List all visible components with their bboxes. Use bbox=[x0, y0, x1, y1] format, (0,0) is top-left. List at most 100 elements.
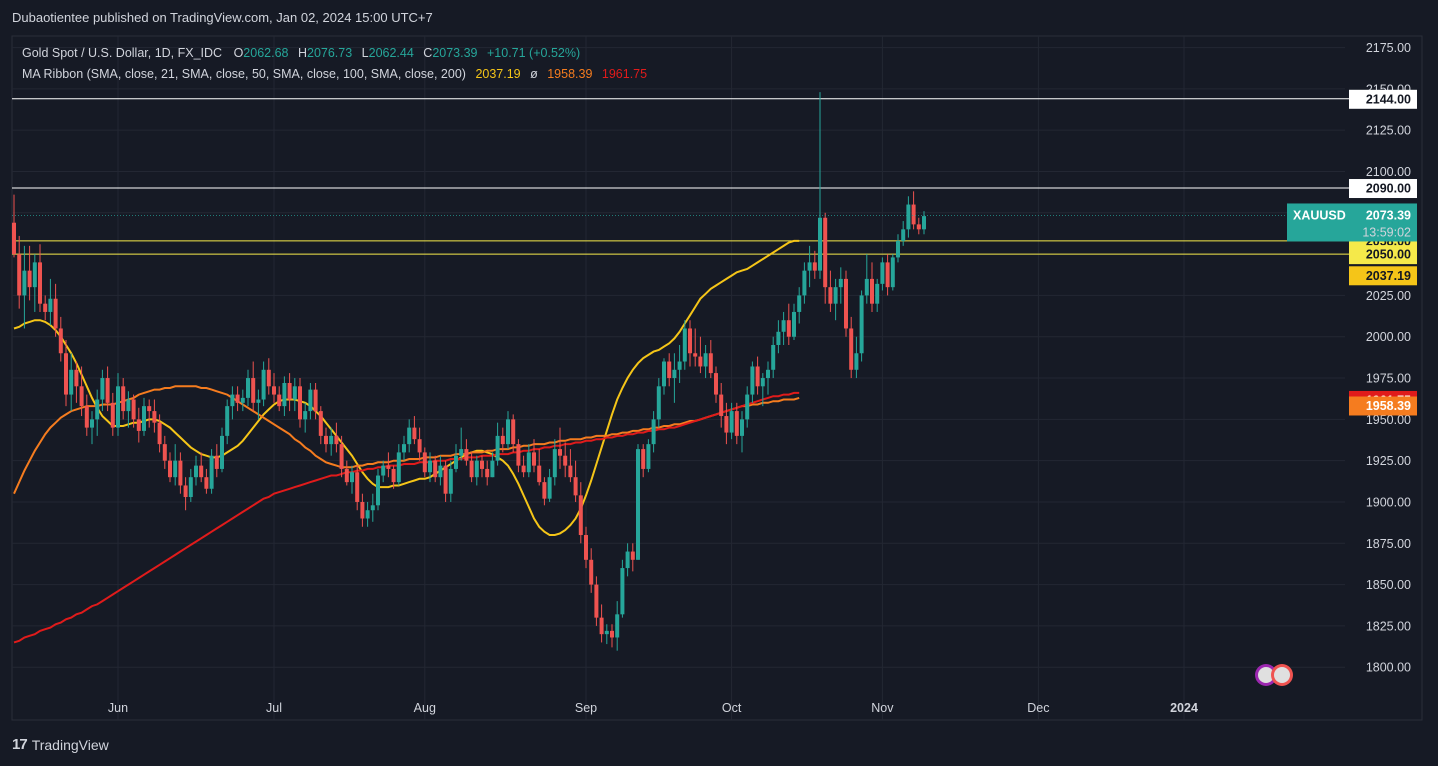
candle-body bbox=[662, 361, 666, 387]
ma200-value: 1961.75 bbox=[601, 67, 648, 81]
change-value: +10.71 (+0.52%) bbox=[487, 46, 581, 60]
ma-tag-ma100: 1958.39 bbox=[1366, 399, 1411, 413]
candle-body bbox=[69, 369, 74, 395]
low-value: 2062.44 bbox=[368, 46, 414, 60]
candle-body bbox=[131, 399, 136, 420]
candle-body bbox=[568, 465, 573, 478]
candle-body bbox=[838, 278, 843, 288]
candle-body bbox=[464, 449, 469, 461]
candle-body bbox=[84, 406, 89, 428]
candle-body bbox=[168, 460, 172, 478]
ma-tag-ma100-bg bbox=[1349, 396, 1417, 416]
candle-body bbox=[22, 270, 27, 296]
candle-body bbox=[880, 262, 885, 284]
candle-body bbox=[875, 283, 880, 304]
candle-body bbox=[703, 353, 708, 367]
candle-body bbox=[136, 419, 141, 431]
candle-body bbox=[126, 399, 131, 412]
candle-body bbox=[225, 406, 230, 436]
candle-body bbox=[828, 287, 833, 304]
series-line-ma100 bbox=[13, 385, 800, 495]
candle-body bbox=[469, 460, 474, 478]
event-flag-icon-inner bbox=[1274, 667, 1290, 683]
current-price-bg bbox=[1287, 203, 1417, 242]
candle-body bbox=[890, 257, 895, 288]
candle-body bbox=[194, 465, 198, 478]
candle-body bbox=[417, 439, 422, 453]
y-tick-label: 1975.00 bbox=[1366, 372, 1411, 386]
candle-body bbox=[386, 465, 391, 469]
candle-body bbox=[641, 449, 646, 469]
candle-body bbox=[38, 262, 42, 304]
candle-body bbox=[58, 328, 63, 354]
candle-body bbox=[693, 353, 698, 357]
candle-body bbox=[121, 386, 126, 412]
candle-body bbox=[740, 419, 744, 436]
candle-body bbox=[719, 394, 724, 417]
level-tag-bg bbox=[1349, 245, 1417, 265]
x-tick-label: Oct bbox=[722, 701, 742, 715]
candle-body bbox=[474, 460, 479, 478]
candle-body bbox=[542, 482, 547, 499]
current-price-label: 2073.39 bbox=[1366, 208, 1411, 222]
high-label: H bbox=[297, 46, 307, 60]
instrument-name: Gold Spot / U.S. Dollar, 1D, FX_IDC bbox=[22, 46, 223, 60]
candle-body bbox=[547, 477, 552, 499]
candle-body bbox=[552, 449, 557, 478]
candle-body bbox=[490, 460, 495, 478]
candle-body bbox=[17, 254, 22, 296]
candle-body bbox=[407, 427, 412, 445]
candle-body bbox=[277, 394, 282, 407]
candle-body bbox=[750, 366, 755, 395]
candle-body bbox=[734, 411, 739, 436]
close-value: 2073.39 bbox=[432, 46, 478, 60]
candle-body bbox=[412, 427, 417, 440]
candle-body bbox=[246, 378, 250, 398]
candle-body bbox=[610, 630, 614, 638]
candle-body bbox=[365, 510, 370, 519]
candle-body bbox=[209, 455, 214, 489]
candle-body bbox=[95, 399, 100, 420]
x-tick-label: Dec bbox=[1027, 701, 1049, 715]
x-tick-label: Nov bbox=[871, 701, 894, 715]
y-tick-label: 1850.00 bbox=[1366, 578, 1411, 592]
candle-body bbox=[578, 495, 583, 536]
candle-body bbox=[116, 386, 120, 428]
candle-body bbox=[688, 328, 692, 354]
candle-body bbox=[235, 394, 240, 403]
ma21-value: 2037.19 bbox=[475, 67, 521, 81]
level-tag-bg bbox=[1349, 179, 1417, 199]
candle-body bbox=[298, 386, 302, 420]
candle-body bbox=[636, 449, 640, 560]
candle-body bbox=[433, 460, 438, 478]
candle-body bbox=[448, 468, 453, 494]
candle-body bbox=[818, 217, 822, 271]
candle-body bbox=[589, 559, 594, 585]
candle-body bbox=[178, 460, 183, 486]
candle-body bbox=[282, 383, 287, 407]
series-line-ma200 bbox=[13, 391, 800, 644]
ma100-value: 1958.39 bbox=[547, 67, 593, 81]
candle-body bbox=[563, 455, 568, 466]
candle-body bbox=[334, 435, 339, 445]
candle-body bbox=[755, 366, 760, 387]
candle-body bbox=[667, 361, 672, 379]
candle-body bbox=[324, 435, 328, 445]
candle-body bbox=[714, 373, 718, 395]
candle-body bbox=[454, 455, 458, 469]
candle-body bbox=[495, 435, 500, 461]
candle-body bbox=[318, 411, 323, 436]
y-tick-label: 2175.00 bbox=[1366, 41, 1411, 55]
level-tag: 2050.00 bbox=[1366, 248, 1411, 262]
candle-body bbox=[823, 217, 828, 288]
candle-body bbox=[698, 356, 703, 367]
candle-body bbox=[443, 465, 448, 494]
candle-body bbox=[724, 416, 729, 433]
candle-body bbox=[303, 411, 308, 420]
candle-body bbox=[370, 505, 375, 511]
candle-body bbox=[147, 406, 152, 412]
y-tick-label: 1875.00 bbox=[1366, 537, 1411, 551]
candle-body bbox=[885, 262, 890, 288]
candle-body bbox=[183, 485, 188, 498]
